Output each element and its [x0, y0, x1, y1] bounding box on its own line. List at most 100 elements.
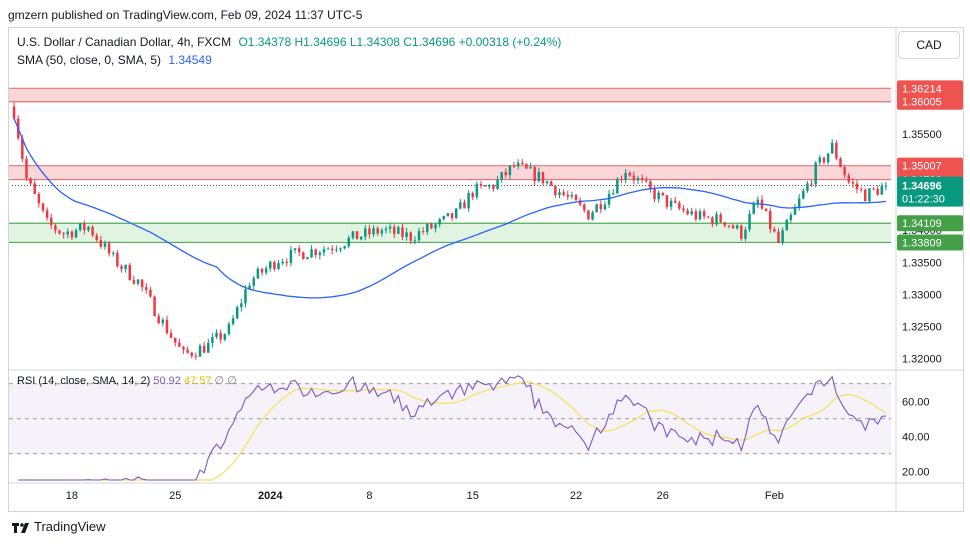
sma-legend[interactable]: SMA (50, close, 0, SMA, 5) 1.34549	[17, 53, 216, 67]
candle	[686, 208, 689, 216]
rsi-tick-label: 20.00	[902, 466, 930, 478]
candle-body	[78, 223, 82, 231]
candle	[12, 102, 16, 121]
candle	[516, 159, 520, 170]
candle-body	[715, 214, 718, 225]
symbol-name[interactable]: U.S. Dollar / Canadian Dollar, 4h, FXCM	[17, 35, 232, 49]
candle-body	[417, 231, 421, 241]
candle-body	[157, 316, 160, 324]
candle	[153, 295, 156, 317]
candle	[430, 222, 433, 230]
candle	[454, 207, 458, 219]
candle	[822, 156, 826, 165]
candle	[405, 228, 408, 241]
candle	[653, 184, 656, 203]
candle	[413, 236, 417, 245]
candle	[640, 174, 644, 184]
tradingview-footer[interactable]: TradingView	[12, 519, 106, 534]
candle-body	[260, 268, 264, 273]
time-tick-label: 8	[366, 490, 372, 502]
candle-body	[421, 231, 425, 233]
candle	[231, 314, 235, 326]
candle-body	[33, 183, 36, 194]
candle-body	[459, 202, 462, 209]
candle-body	[752, 204, 755, 214]
candle	[868, 187, 871, 203]
candle-body	[409, 232, 412, 241]
candle	[198, 343, 202, 357]
candle-body	[153, 296, 156, 317]
candle-body	[227, 324, 231, 335]
candle-body	[343, 246, 346, 249]
candle-body	[797, 198, 801, 207]
candle	[165, 315, 169, 335]
candle	[735, 224, 739, 230]
candle-body	[45, 210, 49, 218]
candle	[421, 227, 425, 235]
candle	[417, 227, 421, 243]
candle-body	[603, 204, 607, 210]
candle	[33, 180, 36, 195]
candle	[587, 210, 590, 220]
candle-body	[864, 189, 867, 202]
candle	[41, 202, 45, 213]
candle	[537, 167, 541, 183]
candle-body	[525, 164, 528, 169]
candle-body	[66, 231, 70, 235]
candle-body	[731, 225, 735, 229]
candle-body	[781, 230, 784, 243]
candle-body	[173, 337, 177, 343]
candle-body	[41, 203, 45, 211]
candle	[636, 175, 640, 185]
candle-body	[182, 346, 185, 350]
chart-frame	[8, 27, 964, 512]
candle	[190, 351, 193, 359]
candle	[702, 208, 706, 220]
candle-body	[124, 264, 127, 269]
candle-body	[719, 214, 722, 223]
candle-body	[669, 200, 673, 207]
candle-body	[545, 181, 549, 184]
candle	[847, 172, 850, 185]
candle-body	[211, 336, 214, 343]
candle	[723, 221, 727, 228]
candle	[368, 224, 371, 239]
candle-body	[388, 226, 392, 229]
candle	[508, 165, 512, 180]
candle	[665, 195, 669, 210]
candle	[37, 191, 41, 208]
candle-body	[198, 345, 202, 357]
candle	[876, 185, 879, 197]
candle	[169, 329, 173, 339]
candle-body	[818, 157, 822, 163]
candle	[574, 194, 578, 201]
candle-body	[587, 210, 590, 220]
candle	[673, 197, 677, 204]
candle-body	[839, 158, 842, 168]
candle-body	[190, 352, 193, 356]
candle-body	[70, 231, 74, 238]
candle	[678, 200, 681, 211]
candle-body	[574, 194, 578, 201]
rsi-legend[interactable]: RSI (14, close, SMA, 14, 2) 50.92 47.57 …	[17, 374, 237, 387]
support-top-label: 1.34109	[902, 218, 942, 230]
candle	[355, 231, 359, 240]
price-levels	[9, 87, 891, 244]
candle	[554, 185, 557, 198]
candle-body	[264, 268, 268, 273]
candle	[281, 258, 284, 266]
candle	[483, 184, 487, 187]
candle-body	[640, 178, 644, 180]
candle	[256, 266, 260, 280]
candle	[343, 245, 346, 250]
candle-body	[723, 222, 727, 226]
candle	[690, 207, 693, 216]
symbol-legend: U.S. Dollar / Canadian Dollar, 4h, FXCM …	[17, 35, 565, 49]
candle-body	[12, 106, 16, 119]
currency-button[interactable]: CAD	[898, 31, 960, 59]
resistance-high-zone	[9, 88, 891, 102]
candle	[219, 329, 222, 344]
candle-body	[256, 268, 260, 279]
candle	[789, 212, 793, 223]
